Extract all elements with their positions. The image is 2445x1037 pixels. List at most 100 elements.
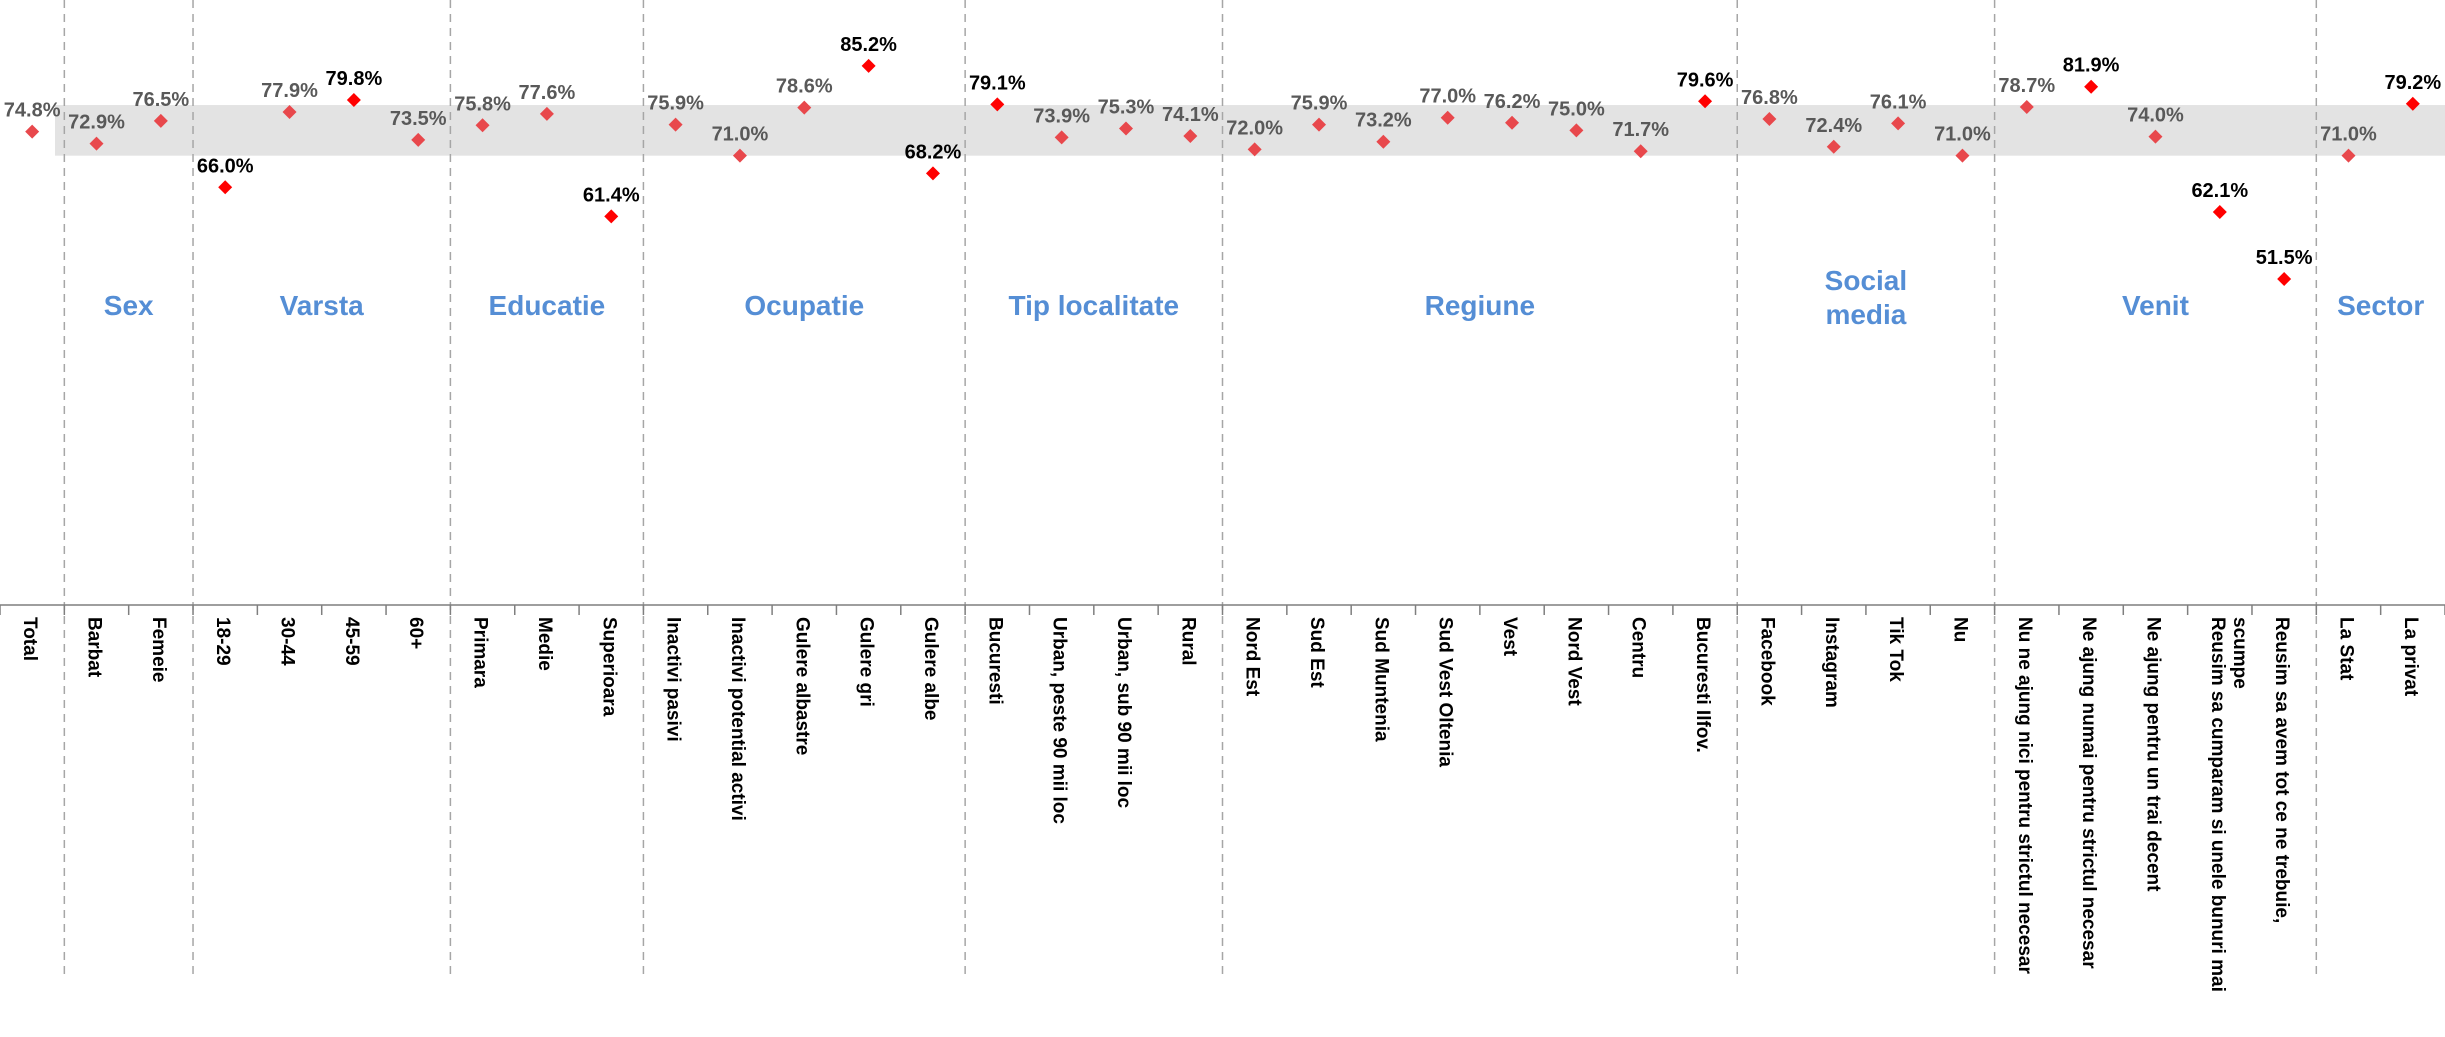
data-label: 77.0% <box>1419 86 1476 108</box>
category-label: Total <box>19 617 40 661</box>
data-label: 75.0% <box>1548 98 1605 120</box>
data-label: 73.2% <box>1355 110 1412 132</box>
category-label: Sud Est <box>1306 617 1327 688</box>
category-label: 45-59 <box>341 617 362 666</box>
data-label: 75.8% <box>454 93 511 115</box>
data-label: 76.1% <box>1870 91 1927 113</box>
data-label: 72.4% <box>1805 115 1862 137</box>
data-point <box>1054 130 1069 145</box>
category-label: Instagram <box>1821 617 1842 708</box>
data-label: 68.2% <box>905 141 962 163</box>
data-point <box>604 209 619 224</box>
data-point <box>1569 123 1584 138</box>
category-label: Tik Tok <box>1885 617 1906 682</box>
group-title: Sector <box>2337 290 2424 321</box>
data-point <box>346 93 361 107</box>
data-label: 71.0% <box>2320 124 2377 146</box>
data-label: 74.0% <box>2127 105 2184 127</box>
data-point <box>411 132 426 147</box>
data-label: 73.5% <box>390 108 447 130</box>
group-title: Varsta <box>280 290 364 321</box>
category-label: Sud Vest Oltenia <box>1435 617 1456 767</box>
category-label: Primara <box>470 617 491 688</box>
data-label: 79.6% <box>1677 69 1734 91</box>
category-label: Centru <box>1628 617 1649 678</box>
category-label: Nord Vest <box>1563 617 1584 706</box>
data-point <box>925 166 940 181</box>
group-title: Social media <box>1825 265 1907 330</box>
data-point <box>1698 94 1713 109</box>
data-label: 79.1% <box>969 72 1026 94</box>
data-point <box>861 58 876 73</box>
data-label: 73.9% <box>1033 105 1090 127</box>
data-point <box>475 118 490 133</box>
data-point <box>89 136 104 151</box>
data-label: 81.9% <box>2063 55 2120 77</box>
group-title: Ocupatie <box>744 290 864 321</box>
data-point <box>1891 116 1906 131</box>
data-label: 71.0% <box>1934 124 1991 146</box>
data-label: 76.5% <box>132 89 189 111</box>
data-label: 76.2% <box>1484 91 1541 113</box>
data-point <box>2019 99 2034 114</box>
data-point <box>1247 142 1262 157</box>
data-label: 71.0% <box>712 124 769 146</box>
data-point <box>1183 129 1198 144</box>
data-label: 72.0% <box>1226 117 1283 139</box>
data-point <box>1118 121 1133 136</box>
category-label: Reusim sa avem tot ce ne trebuie, <box>2271 617 2292 923</box>
category-label: Vest <box>1499 617 1520 657</box>
data-point <box>218 180 233 195</box>
category-label: Nu ne ajung nici pentru strictul necesar <box>2014 617 2035 974</box>
data-point <box>1312 117 1327 132</box>
data-point <box>732 148 747 163</box>
data-label: 77.6% <box>519 82 576 104</box>
category-label: Urban, peste 90 mii loc <box>1049 617 1070 824</box>
category-label: Ne ajung numai pentru strictul necesar <box>2078 617 2099 969</box>
data-point <box>2277 272 2292 286</box>
group-title: Venit <box>2122 290 2189 321</box>
data-point <box>1440 110 1455 125</box>
category-label: Inactivi potential activi <box>727 617 748 821</box>
data-point <box>1762 111 1777 126</box>
category-label: Gulere albe <box>920 617 941 721</box>
data-point <box>1955 148 1970 163</box>
data-label: 78.7% <box>1998 75 2055 97</box>
category-label: Bucuresti Ilfov. <box>1692 617 1713 753</box>
data-point <box>282 105 297 120</box>
category-label: Facebook <box>1756 617 1777 706</box>
category-label: Rural <box>1177 617 1198 666</box>
data-label: 79.2% <box>2384 72 2441 94</box>
data-label: 61.4% <box>583 184 640 206</box>
category-label: Nu <box>1949 617 1970 642</box>
data-point <box>2212 204 2227 219</box>
category-label: 18-29 <box>212 617 233 666</box>
category-label: Medie <box>534 617 555 671</box>
data-label: 74.8% <box>4 100 61 122</box>
category-label: Gulere albastre <box>791 617 812 755</box>
category-label: Inactivi pasivi <box>663 617 684 742</box>
data-point <box>25 124 40 139</box>
category-label: Superioara <box>598 617 619 717</box>
data-label: 79.8% <box>326 68 383 90</box>
data-label: 75.3% <box>1098 96 1155 118</box>
data-label: 71.7% <box>1612 119 1669 141</box>
category-label: 30-44 <box>277 617 298 666</box>
data-point <box>668 117 683 132</box>
category-label: 60+ <box>405 617 426 649</box>
data-point <box>2148 129 2163 144</box>
data-label: 62.1% <box>2191 180 2248 202</box>
data-point <box>539 106 554 121</box>
data-label: 74.1% <box>1162 104 1219 126</box>
data-point <box>2084 79 2099 94</box>
category-label: Bucuresti <box>984 617 1005 705</box>
category-label: Barbat <box>84 617 105 678</box>
data-label: 75.9% <box>1291 93 1348 115</box>
data-label: 72.9% <box>68 112 125 134</box>
category-label: Gulere gri <box>856 617 877 707</box>
data-label: 85.2% <box>840 34 897 56</box>
data-label: 75.9% <box>647 93 704 115</box>
category-label: Femeie <box>148 617 169 682</box>
group-title: Sex <box>104 290 154 321</box>
